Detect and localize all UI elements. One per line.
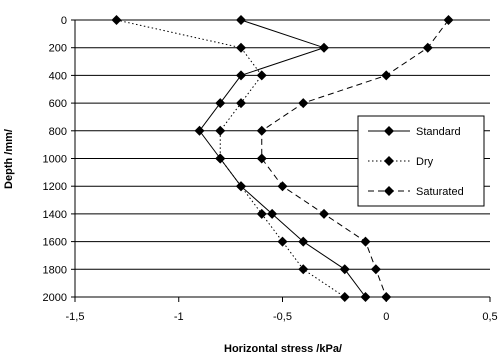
data-point-marker xyxy=(111,15,122,25)
data-point-marker xyxy=(370,264,381,275)
data-point-marker xyxy=(236,98,246,109)
x-tick-label: -0,5 xyxy=(273,311,292,323)
data-point-marker xyxy=(298,236,309,247)
legend: Standard Dry Saturated xyxy=(357,115,485,207)
x-tick-label: -1,5 xyxy=(66,311,85,323)
legend-marker xyxy=(384,126,394,136)
data-point-marker xyxy=(339,264,350,275)
data-point-marker xyxy=(215,98,226,109)
data-point-marker xyxy=(236,70,246,81)
data-point-marker xyxy=(256,125,267,136)
axes xyxy=(71,19,491,302)
y-tick-label: 800 xyxy=(49,126,67,138)
x-tick-label: 0,5 xyxy=(482,311,497,323)
legend-label: Saturated xyxy=(416,186,464,198)
y-tick-label: 1600 xyxy=(43,237,67,249)
legend-item-saturated: Saturated xyxy=(368,186,464,198)
data-point-marker xyxy=(360,292,371,302)
data-point-marker xyxy=(256,70,267,81)
y-tick-label: 1800 xyxy=(43,264,67,276)
data-point-marker xyxy=(256,153,267,164)
series-layer xyxy=(111,15,454,302)
data-point-marker xyxy=(381,292,392,302)
y-tick-label: 1400 xyxy=(43,209,67,221)
legend-item-dry: Dry xyxy=(368,156,434,168)
y-tick-label: 200 xyxy=(49,43,67,55)
legend-label: Dry xyxy=(416,156,434,168)
y-tick-label: 0 xyxy=(61,15,67,27)
data-point-marker xyxy=(267,208,278,219)
legend-item-standard: Standard xyxy=(368,126,461,138)
data-point-marker xyxy=(215,153,226,164)
data-point-marker xyxy=(381,70,392,81)
data-point-marker xyxy=(236,181,246,192)
y-tick-label: 1200 xyxy=(43,181,67,193)
data-point-marker xyxy=(277,181,288,192)
data-point-marker xyxy=(319,208,329,219)
series-saturated xyxy=(256,15,454,302)
x-tick-label: -1 xyxy=(174,311,184,323)
data-point-marker xyxy=(360,236,371,247)
data-point-marker xyxy=(194,125,205,136)
data-point-marker xyxy=(298,264,309,275)
data-point-marker xyxy=(339,292,350,302)
legend-marker xyxy=(384,186,394,196)
data-point-marker xyxy=(236,15,246,25)
data-point-marker xyxy=(277,236,288,247)
y-axis-title: Depth /mm/ xyxy=(3,129,15,189)
y-tick-label: 400 xyxy=(49,70,67,82)
y-tick-label: 1000 xyxy=(43,154,67,166)
y-tick-label: 2000 xyxy=(43,292,67,304)
tick-labels: 0 200 400 600 800 1000 1200 1400 1600 1800 2000 -1,… xyxy=(43,15,498,323)
x-axis-title: Horizontal stress /kPa/ xyxy=(224,343,342,355)
data-point-marker xyxy=(236,42,246,53)
data-point-marker xyxy=(443,15,454,25)
x-tick-label: 0 xyxy=(383,311,389,323)
data-point-marker xyxy=(319,42,329,53)
data-point-marker xyxy=(422,42,433,53)
legend-label: Standard xyxy=(416,126,461,138)
y-tick-label: 600 xyxy=(49,98,67,110)
series-line-saturated xyxy=(261,19,449,298)
series-dry xyxy=(111,15,350,302)
data-point-marker xyxy=(256,208,267,219)
data-point-marker xyxy=(215,125,226,136)
legend-marker xyxy=(384,156,394,166)
data-point-marker xyxy=(298,98,309,109)
